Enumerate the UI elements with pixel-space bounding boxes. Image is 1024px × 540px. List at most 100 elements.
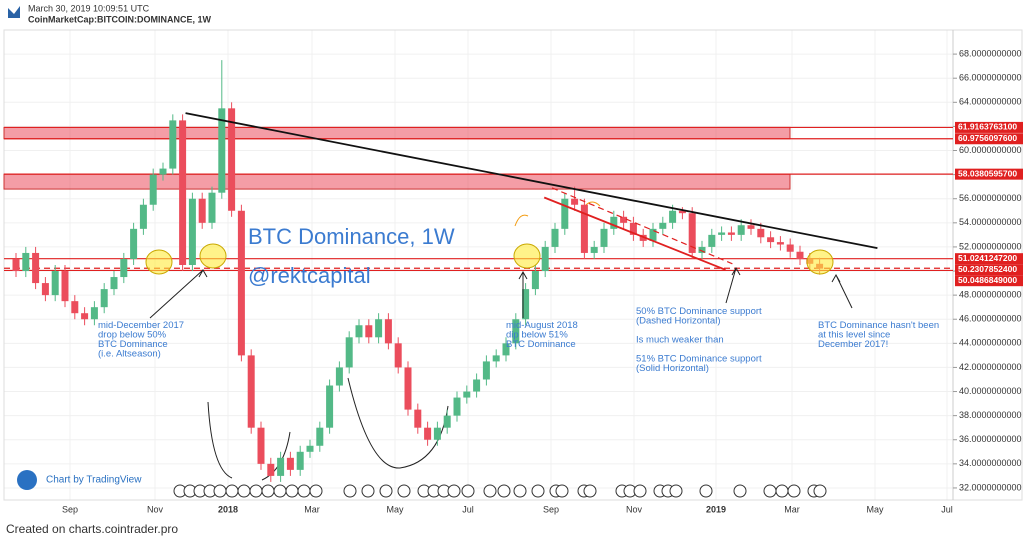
trendline: [185, 112, 878, 250]
event-marker: [213, 484, 227, 498]
candle-body: [492, 355, 500, 362]
x-tick-label: Sep: [543, 504, 559, 514]
candle-body: [139, 204, 147, 229]
level-label: 51.0241247200: [958, 253, 1017, 263]
x-tick-label: 2018: [218, 504, 238, 514]
candle-body: [228, 108, 236, 211]
candle-body: [786, 244, 794, 252]
event-marker: [497, 484, 511, 498]
x-tick-label: May: [866, 504, 884, 514]
candle-body: [610, 216, 618, 229]
candle-body: [531, 271, 539, 290]
event-marker: [343, 484, 357, 498]
candle-body: [296, 451, 304, 470]
x-tick-label: Nov: [626, 504, 643, 514]
x-tick-label: Mar: [784, 504, 800, 514]
event-marker: [669, 484, 683, 498]
candle-body: [90, 307, 98, 320]
level-label: 61.9163763100: [958, 122, 1017, 132]
x-tick-label: 2019: [706, 504, 726, 514]
level-badge: [955, 275, 1023, 287]
level-label: 60.9756097600: [958, 133, 1017, 143]
event-marker: [285, 484, 299, 498]
y-tick-label: 68.0000000000: [959, 48, 1022, 58]
candle-body: [375, 319, 383, 338]
candle-body: [286, 457, 294, 470]
level-label: 50.2307852400: [958, 264, 1017, 274]
y-tick-label: 42.0000000000: [959, 362, 1022, 372]
candle-body: [130, 228, 138, 259]
candle-body: [277, 457, 285, 476]
x-tick-label: Sep: [62, 504, 78, 514]
candle-body: [306, 445, 314, 452]
annotation-line: (Solid Horizontal): [636, 363, 709, 374]
candle-body: [71, 301, 79, 314]
candle-body: [394, 343, 402, 368]
candles: [12, 60, 824, 482]
candle-body: [522, 289, 530, 320]
annotation-line: at this level since: [818, 329, 890, 340]
candle-body: [727, 232, 735, 235]
level-badge: [955, 253, 1023, 265]
candle-body: [512, 319, 520, 344]
candle-body: [473, 379, 481, 392]
arrow: [149, 268, 208, 319]
annotation-line: (i.e. Altseason): [98, 348, 161, 359]
event-marker: [531, 484, 545, 498]
annotation-line: dip below 51%: [506, 329, 568, 340]
candle-body: [708, 234, 716, 247]
candle-body: [424, 427, 432, 440]
candle-body: [61, 271, 69, 302]
trendline: [551, 187, 733, 265]
highlight-circle: [199, 243, 227, 269]
y-tick-label: 48.0000000000: [959, 290, 1022, 300]
event-marker: [513, 484, 527, 498]
candle-body: [355, 325, 363, 338]
level-badge: [955, 264, 1023, 276]
candle-body: [120, 258, 128, 278]
candle-body: [100, 289, 108, 308]
candle-body: [453, 397, 461, 416]
annotation: BTC Dominance hasn't been at this level s…: [818, 320, 939, 350]
candle-body: [747, 225, 755, 229]
candle-body: [463, 391, 471, 398]
candle-body: [218, 108, 226, 193]
candle-body: [590, 246, 598, 253]
candle-body: [12, 258, 20, 272]
event-marker: [273, 484, 287, 498]
tv-icon: [17, 470, 37, 490]
annotation-line: BTC Dominance hasn't been: [818, 320, 939, 331]
level-badge: [955, 121, 1023, 133]
event-marker: [483, 484, 497, 498]
candle-body: [776, 242, 784, 245]
candle-body: [414, 409, 422, 428]
y-tick-label: 38.0000000000: [959, 410, 1022, 420]
y-tick-label: 56.0000000000: [959, 193, 1022, 203]
event-marker: [309, 484, 323, 498]
event-marker: [447, 484, 461, 498]
arrow: [831, 273, 853, 309]
y-tick-label: 60.0000000000: [959, 145, 1022, 155]
header-symbol: CoinMarketCap:BITCOIN:DOMINANCE, 1W: [28, 14, 212, 24]
candle-body: [316, 427, 324, 446]
candle-body: [698, 246, 706, 253]
candle-body: [541, 246, 549, 272]
event-marker: [237, 484, 251, 498]
highlight-circle: [513, 243, 541, 269]
event-marker: [733, 484, 747, 498]
event-marker: [261, 484, 275, 498]
level-label: 50.0486849000: [958, 275, 1017, 285]
zone: [3, 126, 791, 140]
chart-subtitle: @rektcapital: [248, 263, 371, 288]
footer: Created on charts.cointrader.pro: [6, 522, 178, 536]
level-badge: [955, 133, 1023, 145]
candle-body: [384, 319, 392, 344]
candle-body: [159, 168, 167, 175]
candle-body: [335, 367, 343, 386]
event-marker: [397, 484, 411, 498]
annotation: 50% BTC Dominance support (Dashed Horizon…: [636, 306, 762, 374]
event-marker: [583, 484, 597, 498]
candle-body: [208, 192, 216, 223]
y-tick-label: 40.0000000000: [959, 386, 1022, 396]
